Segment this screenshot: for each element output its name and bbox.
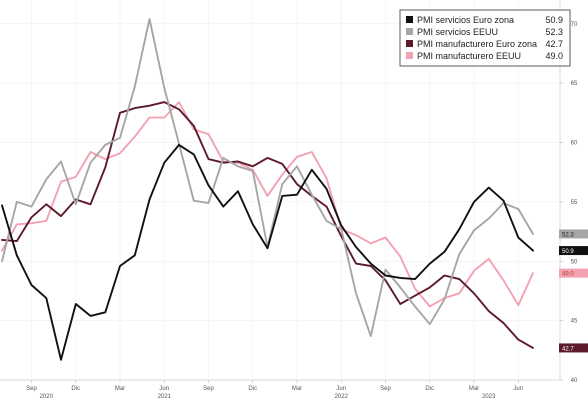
end-label-text: 42.7 [562, 346, 574, 352]
y-tick-label: 45 [571, 319, 578, 325]
legend-box [399, 9, 571, 67]
x-tick-label: Sep [203, 386, 214, 392]
gridlines [0, 0, 560, 381]
series-line [1, 18, 534, 338]
x-tick-label: Jun [159, 386, 169, 392]
legend-value: 42.7 [545, 39, 563, 49]
x-year-label: 2021 [158, 394, 172, 400]
x-tick-label: Mar [469, 386, 479, 392]
end-label-text: 49.0 [562, 272, 574, 278]
x-tick-label: Jun [513, 386, 523, 392]
legend-swatch [406, 40, 413, 47]
y-tick-label: 55 [571, 200, 578, 206]
x-year-label: 2020 [40, 394, 54, 400]
series-lines [1, 18, 534, 361]
end-label-text: 52.3 [562, 232, 574, 238]
x-axis-years: 2020 2021 2022 2023 [40, 394, 497, 400]
legend-label: PMI manufacturero Euro zona [417, 39, 537, 49]
x-tick-label: Mar [115, 386, 125, 392]
y-tick-label: 40 [571, 378, 578, 384]
y-axis-ticks: 40 45 50 55 60 65 70 [560, 22, 578, 384]
y-tick-label: 70 [571, 22, 578, 28]
x-axis-ticks: Sep Dic Mar Jun Sep Dic Mar Jun Sep Dic Mar Jun [26, 380, 523, 392]
legend-swatch [406, 28, 413, 35]
series-line [1, 101, 534, 308]
x-tick-label: Jun [336, 386, 346, 392]
legend-entry: PMI manufacturero EEUU 49.0 [406, 51, 563, 61]
legend-label: PMI servicios Euro zona [417, 15, 514, 25]
legend-value: 52.3 [545, 27, 563, 37]
end-label-box [559, 268, 588, 278]
x-tick-label: Sep [26, 386, 37, 392]
end-label-box [559, 229, 588, 239]
legend-value: 50.9 [545, 15, 563, 25]
legend-label: PMI manufacturero EEUU [417, 51, 521, 61]
legend-swatch [406, 52, 413, 59]
y-tick-label: 65 [571, 81, 578, 87]
legend-label: PMI servicios EEUU [417, 27, 498, 37]
end-label-text: 50.9 [562, 249, 574, 255]
x-tick-label: Dic [71, 386, 80, 392]
end-label-box [559, 246, 588, 256]
series-line [1, 101, 534, 349]
legend-entry: PMI servicios EEUU 52.3 [406, 27, 563, 37]
y-tick-label: 60 [571, 141, 578, 147]
x-year-label: 2022 [335, 394, 349, 400]
x-year-label: 2023 [482, 394, 496, 400]
end-value-labels: 50.9 52.3 42.7 49.0 [559, 229, 588, 353]
x-tick-label: Sep [380, 386, 391, 392]
series-line [1, 143, 534, 361]
legend-value: 49.0 [545, 51, 563, 61]
x-tick-label: Dic [425, 386, 434, 392]
legend-entry: PMI servicios Euro zona 50.9 [406, 15, 563, 25]
x-tick-label: Mar [292, 386, 302, 392]
end-label-box [559, 343, 588, 353]
legend-entry: PMI manufacturero Euro zona 42.7 [406, 39, 563, 49]
y-tick-label: 50 [571, 259, 578, 265]
legend-swatch [406, 16, 413, 23]
x-tick-label: Dic [248, 386, 257, 392]
legend: PMI servicios Euro zona 50.9 PMI servici… [399, 9, 571, 67]
